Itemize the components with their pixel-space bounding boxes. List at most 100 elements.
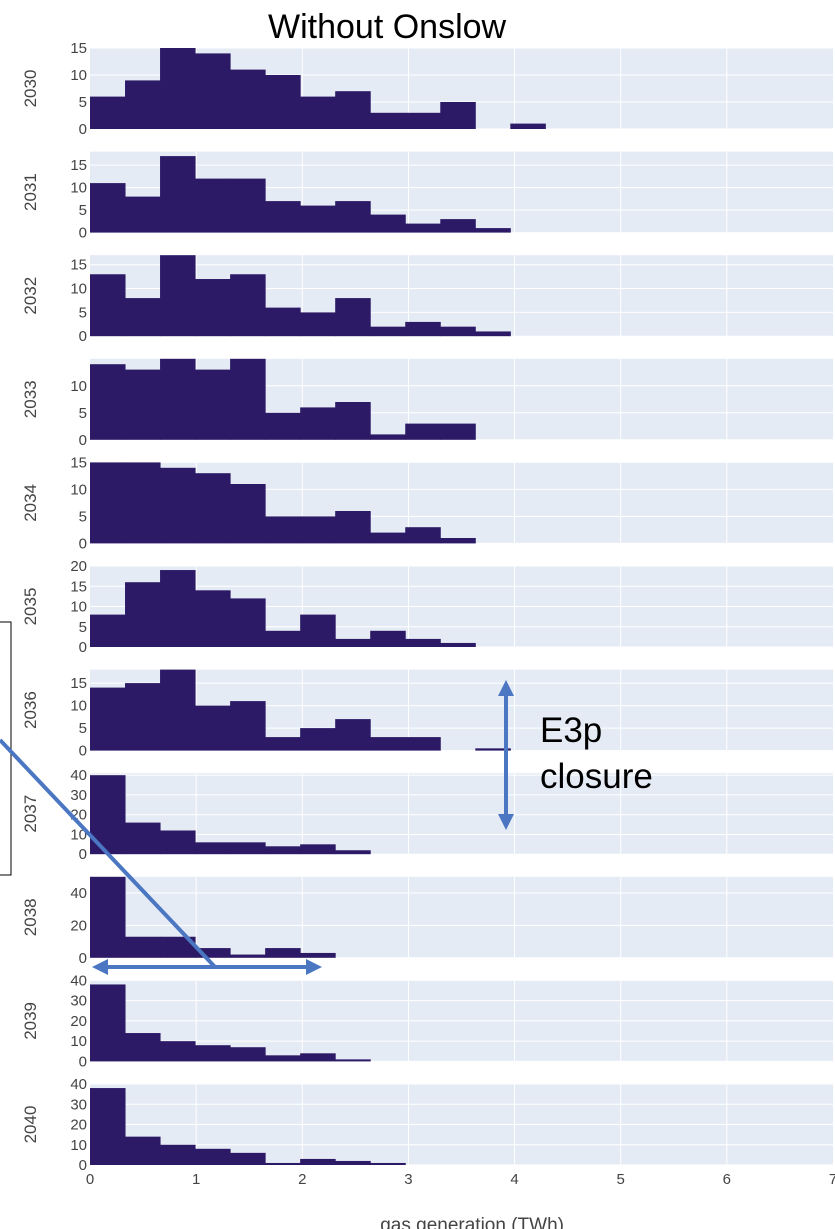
histogram-bar bbox=[195, 369, 231, 440]
histogram-bar bbox=[335, 298, 371, 337]
year-label: 2031 bbox=[21, 173, 40, 211]
y-tick-label: 0 bbox=[79, 535, 87, 552]
histogram-bar bbox=[230, 842, 266, 855]
histogram-bar bbox=[160, 358, 196, 440]
x-tick-label: 6 bbox=[723, 1171, 731, 1188]
histogram-bar bbox=[125, 936, 161, 958]
histogram-bar bbox=[300, 614, 336, 647]
y-tick-label: 40 bbox=[70, 1076, 87, 1093]
x-tick-label: 1 bbox=[192, 1171, 200, 1188]
y-tick-label: 30 bbox=[70, 787, 87, 804]
histogram-bar bbox=[405, 423, 441, 440]
histogram-bar bbox=[405, 737, 441, 751]
histogram-bar bbox=[265, 201, 301, 233]
histogram-bar bbox=[440, 219, 476, 233]
histogram-bar bbox=[440, 538, 476, 544]
histogram-bar bbox=[160, 255, 196, 337]
histogram-bar bbox=[90, 614, 126, 647]
histogram-bar bbox=[195, 279, 231, 337]
histogram-bar bbox=[230, 484, 266, 544]
histogram-bar bbox=[440, 326, 476, 337]
histogram-bar bbox=[230, 69, 266, 129]
histogram-bar bbox=[230, 598, 266, 647]
histogram-bar bbox=[160, 467, 196, 544]
histogram-bar bbox=[160, 669, 196, 751]
histogram-bar bbox=[265, 630, 301, 647]
histogram-bar bbox=[265, 846, 301, 855]
year-label: 2036 bbox=[21, 691, 40, 729]
histogram-bar bbox=[300, 844, 336, 855]
histogram-bar bbox=[405, 223, 441, 233]
histogram-bar bbox=[230, 358, 266, 440]
y-tick-label: 0 bbox=[79, 225, 87, 242]
y-tick-label: 15 bbox=[70, 257, 87, 274]
panel-2031: 0 5 10 15 2031 bbox=[21, 151, 833, 242]
histogram-bar bbox=[475, 331, 511, 337]
histogram-bar bbox=[335, 91, 371, 129]
histogram-bar bbox=[335, 402, 371, 440]
histogram-bar bbox=[370, 214, 406, 233]
histogram-bar bbox=[265, 737, 301, 751]
histogram-bar bbox=[440, 102, 476, 129]
histogram-bar bbox=[160, 830, 196, 855]
y-tick-label: 20 bbox=[70, 917, 87, 934]
histogram-bar bbox=[370, 434, 406, 440]
histogram-bar bbox=[335, 719, 371, 751]
year-label: 2038 bbox=[21, 898, 40, 936]
year-label: 2030 bbox=[21, 70, 40, 108]
histogram-bar bbox=[125, 582, 161, 647]
histogram-bar bbox=[510, 123, 546, 129]
histogram-bar bbox=[300, 1158, 336, 1165]
year-label: 2032 bbox=[21, 277, 40, 315]
histogram-bar bbox=[405, 112, 441, 129]
panel-2030: 0 5 10 15 2030 bbox=[21, 40, 833, 138]
y-tick-label: 0 bbox=[79, 121, 87, 138]
panel-2032: 0 5 10 15 2032 bbox=[21, 255, 833, 345]
histogram-bar bbox=[90, 687, 126, 751]
histogram-bar bbox=[370, 1162, 406, 1165]
histogram-bar bbox=[160, 570, 196, 647]
histogram-bar bbox=[475, 228, 511, 233]
year-label: 2040 bbox=[21, 1106, 40, 1144]
histogram-bar bbox=[230, 1152, 266, 1165]
y-tick-label: 40 bbox=[70, 767, 87, 784]
histogram-bar bbox=[125, 1136, 161, 1165]
arrowhead-up bbox=[498, 680, 514, 696]
x-tick-label: 3 bbox=[404, 1171, 412, 1188]
histogram-bar bbox=[90, 96, 126, 129]
bracket-box bbox=[0, 621, 12, 876]
arrowhead-right bbox=[306, 959, 322, 975]
y-tick-label: 10 bbox=[70, 481, 87, 498]
histogram-bar bbox=[265, 516, 301, 544]
y-tick-label: 0 bbox=[79, 743, 87, 760]
y-tick-label: 10 bbox=[70, 1137, 87, 1154]
y-tick-label: 5 bbox=[79, 202, 87, 219]
chart-title: Without Onslow bbox=[268, 8, 507, 46]
year-label: 2035 bbox=[21, 588, 40, 626]
y-tick-label: 30 bbox=[70, 1096, 87, 1113]
histogram-bar bbox=[230, 1047, 266, 1062]
histogram-bar bbox=[125, 80, 161, 129]
histogram-bar bbox=[300, 728, 336, 751]
histogram-bar bbox=[230, 954, 266, 958]
histogram-bar bbox=[195, 53, 231, 129]
x-tick-label: 5 bbox=[617, 1171, 625, 1188]
y-tick-label: 20 bbox=[70, 1117, 87, 1134]
histogram-bar bbox=[230, 274, 266, 337]
y-tick-label: 5 bbox=[79, 508, 87, 525]
histogram-bar bbox=[90, 984, 126, 1062]
y-tick-label: 20 bbox=[70, 1013, 87, 1030]
y-tick-label: 10 bbox=[70, 698, 87, 715]
histogram-bar bbox=[125, 683, 161, 751]
y-tick-label: 10 bbox=[70, 1033, 87, 1050]
histogram-bar bbox=[370, 630, 406, 647]
y-tick-label: 15 bbox=[70, 454, 87, 471]
panel-background bbox=[90, 773, 833, 855]
histogram-bar bbox=[125, 822, 161, 855]
histogram-bar bbox=[440, 423, 476, 440]
histogram-bar bbox=[440, 642, 476, 647]
histogram-bar bbox=[265, 307, 301, 337]
histogram-bar bbox=[125, 1033, 161, 1062]
